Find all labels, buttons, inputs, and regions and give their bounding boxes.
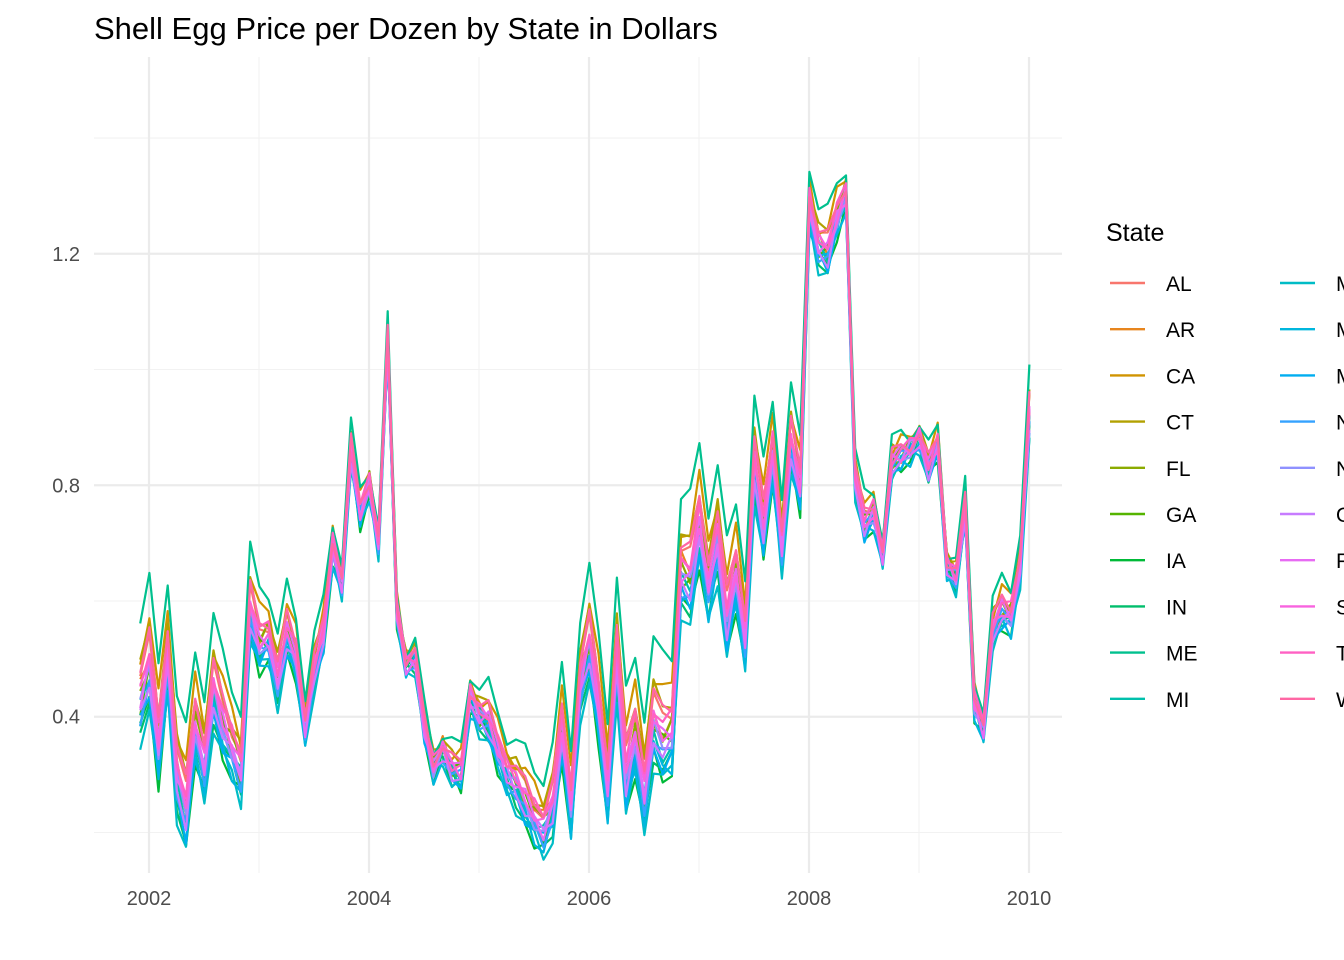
series-line-ia xyxy=(139,203,1031,850)
series-line-wa xyxy=(139,190,1031,818)
series-line-in xyxy=(139,196,1031,847)
legend-label: TX xyxy=(1336,643,1344,666)
series-line-pa xyxy=(139,203,1031,842)
series-line-mi xyxy=(139,188,1031,831)
x-tick-label: 2008 xyxy=(787,888,832,910)
legend-item-mo[interactable]: MO xyxy=(1280,319,1344,342)
series-lines xyxy=(139,170,1031,861)
legend-label: WA xyxy=(1336,689,1344,712)
series-line-mn xyxy=(139,207,1031,861)
legend-item-mn[interactable]: MN xyxy=(1280,273,1344,296)
legend-label: AR xyxy=(1166,319,1195,342)
series-line-tx xyxy=(139,182,1031,819)
legend-label: NY xyxy=(1336,458,1344,481)
legend-label: CA xyxy=(1166,365,1195,388)
series-line-ar xyxy=(139,177,1031,812)
legend-item-me[interactable]: ME xyxy=(1110,643,1198,666)
legend-item-ar[interactable]: AR xyxy=(1110,319,1195,342)
legend-label: GA xyxy=(1166,504,1196,527)
legend-item-in[interactable]: IN xyxy=(1110,596,1187,619)
legend-item-pa[interactable]: PA xyxy=(1280,550,1344,573)
legend-item-sc[interactable]: SC xyxy=(1280,596,1344,619)
series-line-ct xyxy=(139,183,1031,808)
legend-label: MO xyxy=(1336,319,1344,342)
legend-label: NC xyxy=(1336,412,1344,435)
legend-item-fl[interactable]: FL xyxy=(1110,458,1191,481)
x-tick-label: 2006 xyxy=(567,888,612,910)
legend[interactable]: State AL AR CA CT FL GA IA IN ME MI MN MO MS NC NY OH PA… xyxy=(1106,219,1344,712)
legend-label: PA xyxy=(1336,550,1344,573)
legend-label: MI xyxy=(1166,689,1189,712)
y-tick-label: 0.4 xyxy=(52,707,80,729)
series-line-al xyxy=(139,191,1031,820)
legend-item-tx[interactable]: TX xyxy=(1280,643,1344,666)
y-tick-label: 1.2 xyxy=(52,244,80,266)
legend-item-ga[interactable]: GA xyxy=(1110,504,1196,527)
series-line-ga xyxy=(139,204,1031,846)
legend-item-oh[interactable]: OH xyxy=(1280,504,1344,527)
series-line-nc xyxy=(139,203,1031,849)
y-axis-tick-labels: 0.4 0.8 1.2 xyxy=(52,244,80,729)
series-line-fl xyxy=(139,179,1031,818)
series-line-oh xyxy=(139,186,1031,832)
legend-label: IN xyxy=(1166,596,1187,619)
legend-title: State xyxy=(1106,219,1164,247)
legend-item-ca[interactable]: CA xyxy=(1110,365,1195,388)
x-tick-label: 2004 xyxy=(347,888,392,910)
legend-label: MN xyxy=(1336,273,1344,296)
legend-item-ct[interactable]: CT xyxy=(1110,412,1194,435)
x-axis-tick-labels: 2002 2004 2006 2008 2010 xyxy=(127,888,1052,910)
series-line-ny xyxy=(139,197,1031,833)
legend-label: MS xyxy=(1336,365,1344,388)
legend-label: FL xyxy=(1166,458,1191,481)
x-tick-label: 2002 xyxy=(127,888,172,910)
chart-title: Shell Egg Price per Dozen by State in Do… xyxy=(94,11,718,46)
legend-item-wa[interactable]: WA xyxy=(1280,689,1344,712)
legend-label: CT xyxy=(1166,412,1194,435)
legend-label: OH xyxy=(1336,504,1344,527)
legend-label: SC xyxy=(1336,596,1344,619)
series-line-me xyxy=(139,170,1031,788)
series-line-ca xyxy=(139,177,1031,809)
series-line-ms xyxy=(139,189,1031,845)
legend-item-ms[interactable]: MS xyxy=(1280,365,1344,388)
series-line-sc xyxy=(139,187,1031,822)
legend-item-al[interactable]: AL xyxy=(1110,273,1192,296)
legend-label: ME xyxy=(1166,643,1198,666)
legend-item-nc[interactable]: NC xyxy=(1280,412,1344,435)
legend-label: AL xyxy=(1166,273,1192,296)
legend-item-ny[interactable]: NY xyxy=(1280,458,1344,481)
legend-item-ia[interactable]: IA xyxy=(1110,550,1186,573)
legend-item-mi[interactable]: MI xyxy=(1110,689,1189,712)
legend-label: IA xyxy=(1166,550,1186,573)
series-line-mo xyxy=(139,212,1031,854)
x-tick-label: 2010 xyxy=(1007,888,1052,910)
y-tick-label: 0.8 xyxy=(52,475,80,497)
